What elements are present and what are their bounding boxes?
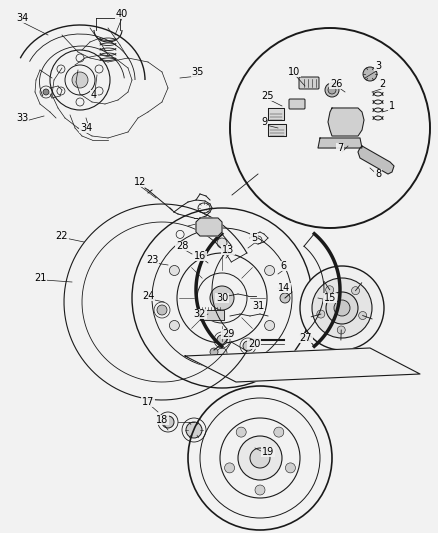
Text: 9: 9	[261, 117, 267, 127]
Circle shape	[170, 265, 180, 276]
Circle shape	[286, 463, 296, 473]
Text: 34: 34	[80, 123, 92, 133]
Circle shape	[359, 311, 367, 319]
Text: 8: 8	[375, 169, 381, 179]
Text: 40: 40	[116, 9, 128, 19]
Circle shape	[328, 86, 336, 94]
Circle shape	[325, 83, 339, 97]
Circle shape	[265, 265, 275, 276]
Circle shape	[43, 89, 49, 95]
Polygon shape	[358, 146, 394, 174]
Text: 10: 10	[288, 67, 300, 77]
Circle shape	[200, 223, 208, 231]
Circle shape	[274, 427, 284, 437]
Text: 35: 35	[192, 67, 204, 77]
Circle shape	[280, 293, 290, 303]
Text: 30: 30	[216, 293, 228, 303]
Polygon shape	[328, 108, 364, 136]
Circle shape	[186, 422, 202, 438]
Circle shape	[236, 427, 246, 437]
Circle shape	[217, 238, 227, 248]
Circle shape	[238, 436, 282, 480]
Circle shape	[312, 278, 372, 338]
Circle shape	[210, 348, 218, 356]
Text: 1: 1	[389, 101, 395, 111]
Text: 26: 26	[330, 79, 342, 89]
Text: 21: 21	[34, 273, 46, 283]
Polygon shape	[200, 310, 224, 320]
Circle shape	[326, 292, 358, 324]
Text: 7: 7	[337, 143, 343, 153]
Text: 4: 4	[91, 90, 97, 100]
Circle shape	[326, 286, 334, 294]
Circle shape	[300, 266, 384, 350]
Text: 31: 31	[252, 301, 264, 311]
Circle shape	[334, 300, 350, 316]
Text: 33: 33	[16, 113, 28, 123]
FancyBboxPatch shape	[299, 77, 319, 89]
Circle shape	[352, 287, 360, 295]
Text: 14: 14	[278, 283, 290, 293]
FancyBboxPatch shape	[289, 99, 305, 109]
Text: 18: 18	[156, 415, 168, 425]
Polygon shape	[268, 124, 286, 136]
Circle shape	[212, 223, 220, 231]
Circle shape	[250, 448, 270, 468]
Circle shape	[336, 114, 352, 130]
Text: 27: 27	[300, 333, 312, 343]
Text: 29: 29	[222, 329, 234, 339]
Text: 28: 28	[176, 241, 188, 251]
Circle shape	[210, 286, 234, 310]
Circle shape	[339, 117, 349, 127]
Circle shape	[337, 326, 345, 334]
Polygon shape	[268, 108, 284, 120]
Circle shape	[217, 335, 227, 345]
Text: 15: 15	[324, 293, 336, 303]
Circle shape	[317, 310, 325, 318]
Text: 16: 16	[194, 251, 206, 261]
Text: 25: 25	[262, 91, 274, 101]
Text: 22: 22	[56, 231, 68, 241]
Text: 13: 13	[222, 245, 234, 255]
Circle shape	[255, 485, 265, 495]
Text: 6: 6	[280, 261, 286, 271]
Text: 17: 17	[142, 397, 154, 407]
Text: 5: 5	[251, 233, 257, 243]
Circle shape	[72, 72, 88, 88]
Polygon shape	[185, 348, 420, 382]
Polygon shape	[196, 218, 222, 236]
Text: 19: 19	[262, 447, 274, 457]
Text: 2: 2	[379, 79, 385, 89]
Text: 12: 12	[134, 177, 146, 187]
Circle shape	[243, 341, 253, 351]
Text: 34: 34	[16, 13, 28, 23]
Circle shape	[265, 320, 275, 330]
Circle shape	[162, 416, 174, 428]
Text: 20: 20	[248, 339, 260, 349]
Circle shape	[363, 67, 377, 81]
Text: 3: 3	[375, 61, 381, 71]
Polygon shape	[318, 138, 362, 148]
Text: 32: 32	[194, 309, 206, 319]
Circle shape	[217, 348, 227, 358]
Circle shape	[157, 305, 167, 315]
Text: 23: 23	[146, 255, 158, 265]
Circle shape	[225, 463, 235, 473]
Text: 24: 24	[142, 291, 154, 301]
Circle shape	[170, 320, 180, 330]
